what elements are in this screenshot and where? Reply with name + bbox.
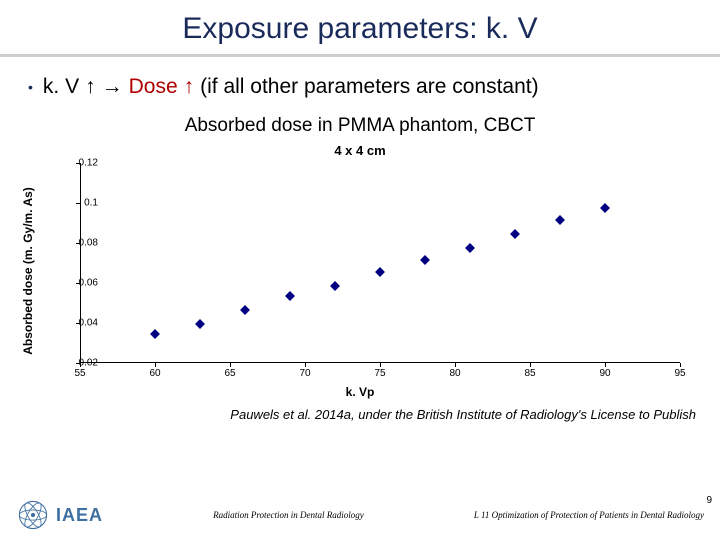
chart-subtitle: 4 x 4 cm: [334, 143, 385, 158]
ytick-label: 0.02: [79, 358, 98, 369]
xtick-label: 95: [674, 368, 685, 379]
ytick-mark: [76, 243, 80, 244]
footer-module-title: L 11 Optimization of Protection of Patie…: [474, 510, 704, 520]
xtick-label: 55: [74, 368, 85, 379]
xtick-mark: [455, 363, 456, 367]
xtick-label: 85: [524, 368, 535, 379]
ytick-mark: [76, 163, 80, 164]
xtick-mark: [230, 363, 231, 367]
ytick-label: 0.08: [79, 238, 98, 249]
ytick-label: 0.04: [79, 318, 98, 329]
page-title: Exposure parameters: k. V: [0, 12, 720, 46]
xtick-mark: [530, 363, 531, 367]
xtick-label: 70: [299, 368, 310, 379]
xtick-label: 60: [149, 368, 160, 379]
chart-container: 4 x 4 cm Absorbed dose (m. Gy/m. As) k. …: [20, 141, 700, 401]
arrow-up-2: ↑: [184, 75, 195, 99]
ytick-mark: [76, 323, 80, 324]
chart-xlabel: k. Vp: [346, 385, 375, 399]
bullet-mid: Dose: [129, 75, 178, 99]
bullet-post: (if all other parameters are constant): [200, 75, 538, 99]
ytick-label: 0.12: [79, 158, 98, 169]
citation-text: Pauwels et al. 2014a, under the British …: [0, 401, 720, 426]
iaea-acronym: IAEA: [56, 505, 103, 526]
bullet-marker: •: [28, 79, 33, 95]
footer-bar: IAEA Radiation Protection in Dental Radi…: [0, 498, 720, 532]
xtick-mark: [380, 363, 381, 367]
xtick-label: 80: [449, 368, 460, 379]
iaea-brand: IAEA: [16, 498, 103, 532]
xtick-mark: [305, 363, 306, 367]
xtick-mark: [680, 363, 681, 367]
ytick-mark: [76, 203, 80, 204]
bullet-pre: k. V: [43, 75, 79, 99]
ytick-mark: [76, 283, 80, 284]
chart-ylabel: Absorbed dose (m. Gy/m. As): [21, 187, 35, 355]
ytick-label: 0.1: [84, 198, 98, 209]
iaea-logo-icon: [16, 498, 50, 532]
xtick-mark: [80, 363, 81, 367]
xtick-label: 90: [599, 368, 610, 379]
bullet-line: • k. V ↑ → Dose ↑ (if all other paramete…: [0, 57, 720, 111]
slide-root: Exposure parameters: k. V • k. V ↑ → Dos…: [0, 0, 720, 540]
title-area: Exposure parameters: k. V: [0, 0, 720, 57]
chart-title: Absorbed dose in PMMA phantom, CBCT: [0, 111, 720, 141]
xtick-mark: [155, 363, 156, 367]
arrow-right: →: [102, 75, 123, 99]
footer-lecture-title: Radiation Protection in Dental Radiology: [213, 510, 364, 520]
xtick-label: 75: [374, 368, 385, 379]
arrow-up-1: ↑: [85, 75, 96, 99]
xtick-mark: [605, 363, 606, 367]
ytick-label: 0.06: [79, 278, 98, 289]
chart-plot-area: [80, 163, 680, 363]
xtick-label: 65: [224, 368, 235, 379]
